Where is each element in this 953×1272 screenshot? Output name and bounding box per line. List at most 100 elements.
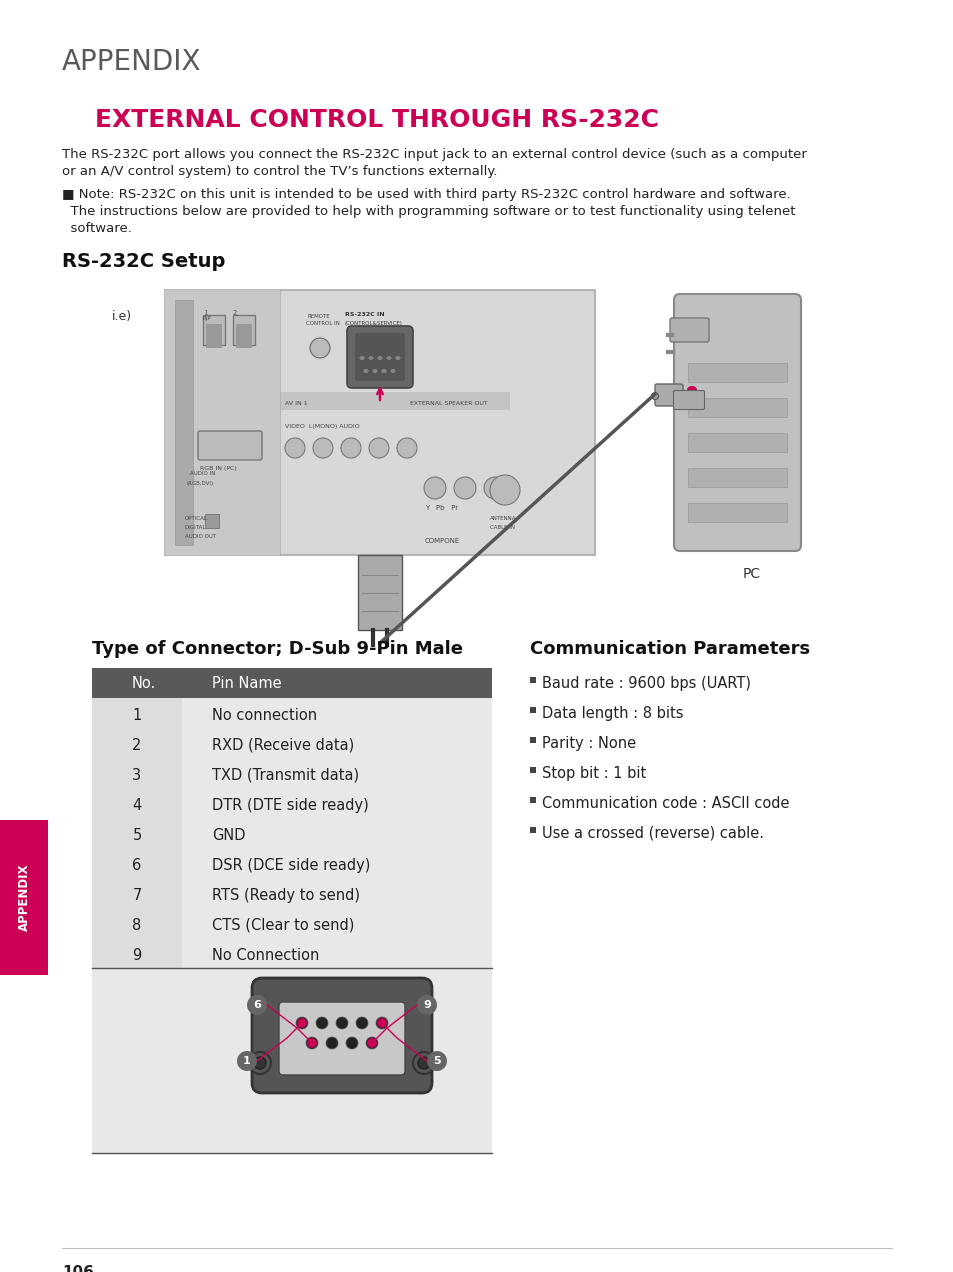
Bar [203,315,225,345]
Text: CONTROL IN: CONTROL IN [306,321,339,326]
Ellipse shape [285,438,305,458]
Ellipse shape [340,438,360,458]
Bar [530,827,536,833]
Text: GND: GND [212,828,245,843]
Text: No connection: No connection [212,709,316,722]
Text: APPENDIX: APPENDIX [17,864,30,931]
Text: 5: 5 [132,828,141,843]
Bar [530,736,536,743]
Ellipse shape [679,393,686,399]
Ellipse shape [335,1018,348,1029]
Ellipse shape [483,477,505,499]
Text: DSR (DCE side ready): DSR (DCE side ready) [212,859,370,873]
Text: 4: 4 [132,798,141,813]
Bar [235,324,252,349]
Ellipse shape [372,369,377,373]
Bar [530,707,536,714]
Text: (RGB,DVI): (RGB,DVI) [187,481,213,486]
Bar [205,514,219,528]
Text: i.e): i.e) [112,310,132,323]
Text: RXD (Receive data): RXD (Receive data) [212,738,354,753]
Ellipse shape [307,1038,316,1048]
Bar [174,300,193,544]
Text: EXTERNAL CONTROL THROUGH RS-232C: EXTERNAL CONTROL THROUGH RS-232C [95,108,659,132]
Ellipse shape [310,338,330,357]
Ellipse shape [253,1057,266,1068]
Text: 6: 6 [253,1000,261,1010]
Ellipse shape [369,438,389,458]
Ellipse shape [423,477,446,499]
Text: 6: 6 [132,859,141,873]
Text: RS-232C IN: RS-232C IN [345,312,384,317]
Text: RS-232C Setup: RS-232C Setup [62,252,225,271]
Text: 9: 9 [422,1000,431,1010]
Text: 9: 9 [132,948,141,963]
FancyBboxPatch shape [673,391,703,410]
Text: AUDIO IN: AUDIO IN [190,471,215,476]
FancyBboxPatch shape [355,333,405,382]
Text: 1: 1 [132,709,141,722]
Ellipse shape [376,1018,386,1028]
Text: ANTENNA: ANTENNA [490,516,516,522]
Ellipse shape [355,1018,368,1029]
Bar [687,398,786,417]
FancyBboxPatch shape [673,294,801,551]
Text: VIDEO  L(MONO) AUDIO: VIDEO L(MONO) AUDIO [285,424,359,429]
Bar [91,698,182,968]
Text: 5: 5 [433,1056,440,1066]
Ellipse shape [417,1057,430,1068]
Text: 3: 3 [132,768,141,784]
Text: Communication Parameters: Communication Parameters [530,640,809,658]
Ellipse shape [416,995,436,1015]
Text: software.: software. [62,223,132,235]
Ellipse shape [368,356,374,360]
Text: EXTERNAL SPEAKER OUT: EXTERNAL SPEAKER OUT [410,401,487,406]
Ellipse shape [386,356,391,360]
Ellipse shape [381,369,386,373]
Text: DIGITAL: DIGITAL [185,525,206,530]
Ellipse shape [366,1037,377,1049]
Ellipse shape [295,1018,308,1029]
Text: 106: 106 [62,1264,93,1272]
Text: 2: 2 [233,310,237,315]
Text: RJP: RJP [203,315,212,321]
Text: REMOTE: REMOTE [308,314,331,319]
Ellipse shape [413,1052,435,1074]
Text: 1: 1 [203,310,207,315]
Bar [91,698,492,968]
Text: No Connection: No Connection [212,948,319,963]
Text: 1: 1 [243,1056,251,1066]
Text: Use a crossed (reverse) cable.: Use a crossed (reverse) cable. [541,826,763,841]
Bar [280,392,510,410]
Bar [91,968,492,1152]
Ellipse shape [395,356,400,360]
Text: AUDIO OUT: AUDIO OUT [185,534,216,539]
Text: PC: PC [742,567,760,581]
Text: 8: 8 [132,918,141,932]
Text: Communication code : ASCII code: Communication code : ASCII code [541,796,789,812]
FancyBboxPatch shape [347,326,413,388]
Text: Data length : 8 bits: Data length : 8 bits [541,706,682,721]
FancyBboxPatch shape [655,384,682,406]
Ellipse shape [427,1051,447,1071]
Text: 7: 7 [132,888,142,903]
FancyBboxPatch shape [278,1002,405,1075]
Bar [687,432,786,452]
Ellipse shape [377,356,382,360]
Ellipse shape [651,393,658,399]
Bar [687,468,786,487]
FancyBboxPatch shape [669,318,708,342]
Text: OPTICAL: OPTICAL [185,516,208,522]
Text: RGB IN (PC): RGB IN (PC) [200,466,236,471]
Text: or an A/V control system) to control the TV’s functions externally.: or an A/V control system) to control the… [62,165,497,178]
Ellipse shape [686,385,697,394]
Ellipse shape [236,1051,256,1071]
Bar [165,290,280,555]
Text: RTS (Ready to send): RTS (Ready to send) [212,888,359,903]
Ellipse shape [297,1018,307,1028]
Ellipse shape [490,474,519,505]
Text: CABLE IN: CABLE IN [490,525,515,530]
Text: Stop bit : 1 bit: Stop bit : 1 bit [541,766,645,781]
Text: Baud rate : 9600 bps (UART): Baud rate : 9600 bps (UART) [541,675,750,691]
Ellipse shape [367,1038,376,1048]
